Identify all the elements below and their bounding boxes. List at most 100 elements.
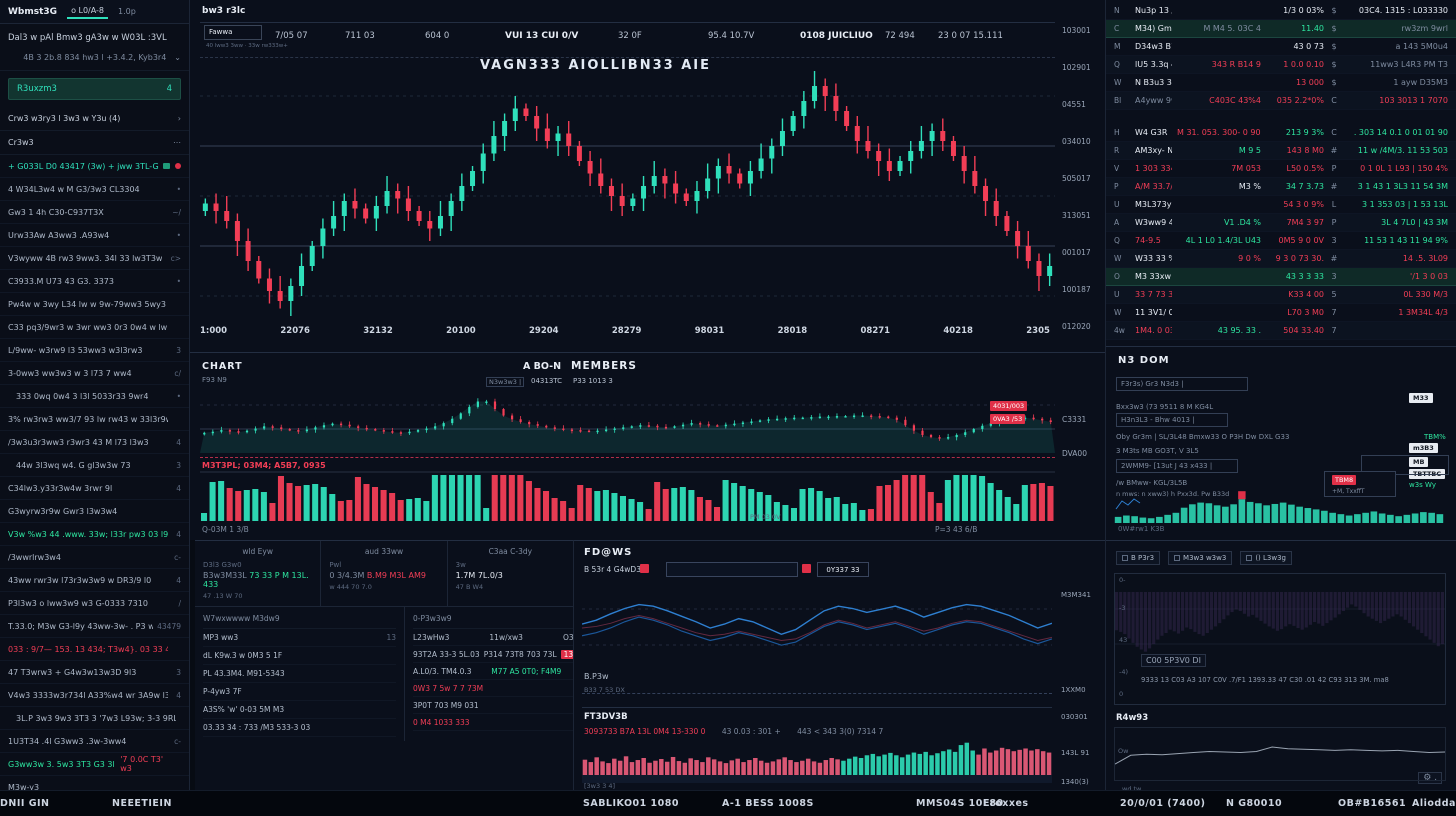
dom-input-2[interactable]: H3n3L3 - Bhw 4013 | bbox=[1116, 413, 1228, 427]
checkbox-icon[interactable] bbox=[1174, 555, 1181, 561]
dom-input-3[interactable]: 2WMM9- [13ut J 43 x433 | bbox=[1116, 459, 1238, 473]
overview-sub-chip[interactable]: N3w3w3 | bbox=[486, 377, 525, 387]
sidebar-item[interactable]: 3% rw3rw3 ww3/7 93 lw rw43 w 33l3r9w 33 bbox=[0, 408, 189, 431]
sidebar-item[interactable]: Urw33Aw A3ww3 .A93w4 • bbox=[0, 224, 189, 247]
flows-line-chart[interactable] bbox=[582, 585, 1052, 671]
sidebar-item[interactable]: V3w %w3 44 .www. 33w; l33r pw3 03 l9 4 bbox=[0, 523, 189, 546]
toggle-chip[interactable]: () L3w3g bbox=[1240, 551, 1292, 565]
sidebar-item[interactable]: G3ww3w 3. 5w3 3T3 G3 3l '7 0.0C T3' w3 bbox=[0, 753, 189, 776]
watchlist-row[interactable]: U M3L373y, 1954.334. 73 54 3 0 9% L 3 1 … bbox=[1106, 196, 1456, 214]
status-item[interactable]: NEEETIEIN bbox=[112, 798, 172, 809]
status-item[interactable]: A-1 BESS 1008S bbox=[722, 798, 814, 809]
range-chart[interactable] bbox=[1115, 728, 1445, 780]
sidebar-tab-2[interactable]: 1.0p bbox=[118, 7, 136, 16]
watchlist-row[interactable]: H W4 G3R M 31. 053. 300- 0 90 - 213 9 3%… bbox=[1106, 124, 1456, 142]
sidebar-item[interactable]: V4w3 3333w3r734l A33%w4 wr 3A9w l3wrw3w9… bbox=[0, 684, 189, 707]
watchlist-row[interactable]: M D34w3 B1./T3 43 43 0 73 $ a 143 5M0u4 bbox=[1106, 38, 1456, 56]
sidebar-item[interactable]: /3wwrlrw3w4 c- bbox=[0, 546, 189, 569]
sidebar-link-1[interactable]: Crw3 w3ry3 l 3w3 w Y3u (4) › bbox=[0, 107, 189, 131]
watchlist-row[interactable]: A W3ww9 4w V1 .D4 % 7M4 3 97 P 3L 4 7L0 … bbox=[1106, 214, 1456, 232]
status-item[interactable]: N G80010 bbox=[1226, 798, 1283, 809]
sidebar-item[interactable]: C33 pq3/9wr3 w 3wr ww3 0r3 0w4 w lw 4w4 … bbox=[0, 316, 189, 339]
sidebar-item[interactable]: 3-0ww3 ww3w3 w 3 l73 7 ww4 c/ bbox=[0, 362, 189, 385]
symbol-selector[interactable]: Fawwa bbox=[204, 25, 262, 40]
sidebar-item[interactable]: Gw3 1 4h C30-C937T3X ~/ bbox=[0, 201, 189, 224]
alert-badge-icon[interactable] bbox=[640, 564, 649, 573]
sidebar-item[interactable]: Pw4w w 3wy L34 lw w 9w-79ww3 5wy3 | 3w3 … bbox=[0, 293, 189, 316]
sidebar-item[interactable]: 3L.P 3w3 9w3 3T3 3 '7w3 L93w; 3-3 9RL3/U bbox=[0, 707, 189, 730]
watchlist-row[interactable]: W N B3u3 3V K3. 430 P B4034 13 000 $ 1 a… bbox=[1106, 74, 1456, 92]
sidebar-item[interactable]: + G033L D0 43417 (3w) + jww 3TL-G3xw bbox=[0, 155, 189, 178]
watchlist-row[interactable]: P A/M 33.7/w; 033 M3 % 34 7 3.73 # 3 1 4… bbox=[1106, 178, 1456, 196]
dom-histogram[interactable] bbox=[1114, 489, 1444, 523]
watchlist-row[interactable]: C M34) Gm3t 34/V M M4 5. 03C 4 11.40 $ r… bbox=[1106, 20, 1456, 38]
stat-row[interactable]: P-4yw3 7F bbox=[203, 683, 396, 701]
watchlist-row[interactable]: Q lU5 3.3q 4u1 P4u 343 R B14 9 1 0.0 0.1… bbox=[1106, 56, 1456, 74]
sidebar-item[interactable]: L/9ww- w3rw9 l3 53ww3 w3l3rw3 3 bbox=[0, 339, 189, 362]
status-item[interactable]: Eroxxes bbox=[983, 798, 1029, 809]
watchlist-row[interactable]: R AM3xy- N3w4.7w 4w M 9 5 143 8 M0 # 11 … bbox=[1106, 142, 1456, 160]
flows-input[interactable] bbox=[666, 562, 798, 577]
watchlist-row[interactable]: U 33 7 73 371 G3U3 13V3 0 00 ~ K33 4 00 … bbox=[1106, 286, 1456, 304]
sidebar-item[interactable]: T.33.0; M3w G3-l9y 43ww-3w- . P3 w3rw3 -… bbox=[0, 615, 189, 638]
status-item[interactable]: Alioddaw bbox=[1412, 798, 1456, 809]
resources-button[interactable]: R3uxzm3 4 bbox=[8, 78, 181, 100]
dom-red-badge[interactable]: TBM8 bbox=[1332, 475, 1357, 485]
stat-row[interactable]: A.L0/3. TM4.0.3 M77 A5 0T0; F4M9 bbox=[413, 663, 581, 680]
stat-row[interactable]: PL 43.3M4. M91-5343 bbox=[203, 665, 396, 683]
gear-icon[interactable]: ⚙ , bbox=[1418, 772, 1442, 784]
sidebar-item[interactable]: 033 : 9/7— 153. 13 434; T3w4}. 03 33 4 0… bbox=[0, 638, 189, 661]
dom-chip-2[interactable]: m3B3 bbox=[1409, 443, 1438, 453]
watchlist-row[interactable]: V 1 303 334 005 7M 053 L50 0.5% P 0 1 0L… bbox=[1106, 160, 1456, 178]
stat-row[interactable]: 0W3 7 5w 7 7 73M bbox=[413, 680, 581, 697]
sidebar-tab-active[interactable]: o L0/A-8 bbox=[67, 4, 109, 19]
watchlist-row[interactable]: 4w 1M4. 0 030 1 .L.73 43 95. 33 . 504 33… bbox=[1106, 322, 1456, 340]
checkbox-icon[interactable] bbox=[1122, 555, 1128, 561]
sidebar-link-2[interactable]: Cr3w3 ⋯ bbox=[0, 131, 189, 155]
record-badge-icon[interactable] bbox=[802, 564, 811, 573]
depth-chart[interactable] bbox=[1115, 574, 1445, 704]
sidebar-item[interactable]: /3w3u3r3ww3 r3wr3 43 M l73 l3w3 4 bbox=[0, 431, 189, 454]
sidebar-account-row[interactable]: 4B 3 2b.8 834 hw3 l +3.4.2, Kyb3r4 ⌄ bbox=[0, 49, 189, 71]
overview-chart[interactable] bbox=[200, 391, 1055, 453]
toggle-chip[interactable]: B P3r3 bbox=[1116, 551, 1161, 565]
stat-row[interactable]: 3P0T 703 M9 031 bbox=[413, 697, 581, 714]
watchlist-row[interactable]: Bl A4yww 9w3 @ p3 ow L4c C403C 43%4 035 … bbox=[1106, 92, 1456, 110]
dom-chip-1[interactable]: M33 bbox=[1409, 393, 1433, 403]
stat-row[interactable]: MP3 ww3 13 bbox=[203, 629, 396, 647]
flows-button[interactable]: 0Y337 33 bbox=[817, 562, 869, 577]
candlestick-chart[interactable] bbox=[200, 60, 1055, 322]
stat-row[interactable]: dL K9w.3 w 0M3 5 1F bbox=[203, 647, 396, 665]
flows-volume-chart[interactable] bbox=[582, 739, 1052, 775]
watchlist-row[interactable]: N Nu3p 13 /77L 413 33% 03 0L 5123 1/3 0 … bbox=[1106, 2, 1456, 20]
sidebar-item[interactable]: M3w-y3 bbox=[0, 776, 189, 791]
status-item[interactable]: DNII GIN bbox=[0, 798, 50, 809]
sidebar-item[interactable]: P3l3w3 o lww3w9 w3 G-0333 7310 / bbox=[0, 592, 189, 615]
sidebar-item[interactable]: C34lw3.y33r3w4w 3rwr 9l 4 bbox=[0, 477, 189, 500]
stat-row[interactable]: 03.33 34 : 733 /M3 533-3 03 bbox=[203, 719, 396, 737]
volume-chart[interactable] bbox=[200, 471, 1055, 523]
stat-row[interactable]: 0 M4 1033 333 bbox=[413, 714, 581, 731]
sidebar-item[interactable]: C3933.M U73 43 G3. 3373 • bbox=[0, 270, 189, 293]
watchlist-row[interactable]: W 11 3V1/ 037 A 00 M0 1 4M L70 3 M0 7 1 … bbox=[1106, 304, 1456, 322]
dom-chip-3[interactable]: MB bbox=[1409, 457, 1429, 467]
toggle-chip[interactable]: M3w3 w3w3 bbox=[1168, 551, 1233, 565]
watchlist-row[interactable]: Q 74-9.5 4L 1 L0 1.4/3L U43 0M5 9 0 0V 3… bbox=[1106, 232, 1456, 250]
sidebar-item[interactable]: G3wyrw3r9w Gwr3 l3w3w4 bbox=[0, 500, 189, 523]
status-item[interactable]: 20/0/01 (7400) bbox=[1120, 798, 1206, 809]
dom-input-1[interactable]: F3r3s) Gr3 N3d3 | bbox=[1116, 377, 1248, 391]
sidebar-item[interactable]: 47 T3wrw3 + G4w3w13w3D 9l3 3 bbox=[0, 661, 189, 684]
watchlist-row[interactable]: W W33 33 %. Dwm 9 0 % 9 3 0 73 30. # 14 … bbox=[1106, 250, 1456, 268]
sidebar-item[interactable]: V3wyww 4B rw3 9ww3. 34l 33 lw3T3w c> bbox=[0, 247, 189, 270]
stat-row[interactable]: A3S% 'w' 0-03 5M M3 bbox=[203, 701, 396, 719]
stat-row[interactable]: 93T2A 33-3 5L.03 P314 73T8 703 73L 133 bbox=[413, 646, 581, 663]
sidebar-item[interactable]: 43ww rwr3w l73r3w3w9 w DR3/9 l0 4 bbox=[0, 569, 189, 592]
status-item[interactable]: SABLIKO01 1080 bbox=[583, 798, 680, 809]
sidebar-item[interactable]: 1U3T34 .4l G3ww3 .3w-3ww4 c- bbox=[0, 730, 189, 753]
sidebar-item[interactable]: 4 W34L3w4 w M G3/3w3 CL3304 • bbox=[0, 178, 189, 201]
watchlist-row[interactable]: O M3 33xw 03 L94 3-4G43 4/3 5 43 3 3 33 … bbox=[1106, 268, 1456, 286]
status-item[interactable]: MMS04S 10L80 bbox=[916, 798, 1004, 809]
checkbox-icon[interactable] bbox=[1246, 555, 1253, 561]
status-item[interactable]: OB#B16561 bbox=[1338, 798, 1407, 809]
chevron-down-icon[interactable]: ⌄ bbox=[174, 53, 181, 62]
